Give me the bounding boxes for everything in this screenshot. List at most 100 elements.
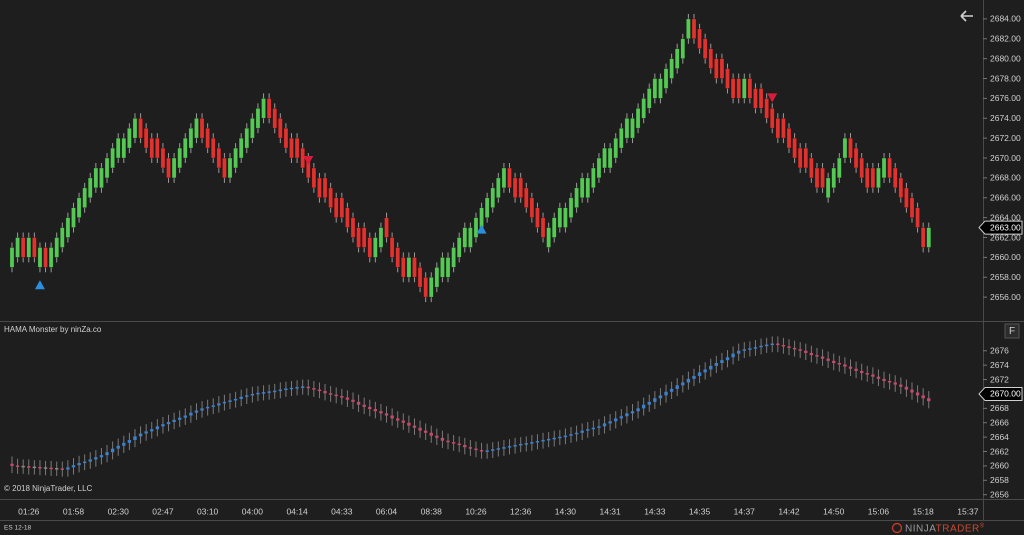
- candle-body: [132, 117, 138, 139]
- candle-body: [597, 426, 601, 428]
- y-tick-label: 2676: [990, 346, 1009, 356]
- candle-body: [76, 197, 82, 218]
- candle-body: [283, 127, 289, 149]
- candle-body: [361, 227, 367, 248]
- back-button[interactable]: [960, 10, 973, 22]
- candle-body: [736, 78, 742, 99]
- candle-body: [82, 461, 87, 464]
- last-price-label: 2670.00: [990, 389, 1021, 399]
- x-tick-label: 14:37: [734, 506, 756, 516]
- candle-body: [871, 374, 875, 377]
- candle-body: [753, 347, 758, 349]
- buy-signal: [34, 280, 45, 290]
- candle-body: [658, 78, 663, 99]
- candle-body: [178, 417, 182, 420]
- candle-body: [853, 147, 859, 169]
- candle-body: [569, 434, 573, 436]
- candle-body: [843, 364, 847, 367]
- candle-body: [792, 137, 797, 159]
- candle-body: [513, 445, 517, 447]
- brand: NINJATRADER®: [905, 522, 985, 534]
- candle-body: [614, 418, 618, 422]
- candle-body: [127, 440, 132, 443]
- candle-body: [266, 98, 272, 119]
- candle-body: [848, 137, 853, 159]
- candle-body: [138, 433, 143, 437]
- candle-body: [26, 237, 32, 258]
- candle-body: [188, 127, 194, 149]
- candle-body: [54, 237, 60, 258]
- candle-body: [300, 147, 306, 169]
- candle-body: [407, 422, 411, 426]
- candle-body: [368, 406, 372, 410]
- candle-body: [586, 429, 590, 431]
- x-tick-label: 06:04: [376, 506, 398, 516]
- candle-body: [741, 78, 747, 99]
- candle-body: [501, 167, 507, 189]
- candle-body: [831, 167, 837, 189]
- y-tick-label: 2666: [990, 417, 1009, 427]
- candle-body: [37, 247, 43, 268]
- x-tick-label: 12:36: [510, 506, 532, 516]
- candle-body: [495, 177, 501, 199]
- candle-body: [412, 425, 417, 428]
- candle-body: [189, 412, 193, 416]
- candle-body: [267, 391, 271, 393]
- candle-body: [334, 394, 338, 397]
- candle-body: [456, 237, 462, 258]
- candle-body: [21, 465, 25, 468]
- candle-body: [769, 108, 775, 129]
- candle-body: [177, 147, 183, 169]
- candle-body: [88, 459, 92, 462]
- candle-body: [250, 393, 255, 396]
- candle-body: [697, 28, 702, 49]
- candle-body: [915, 392, 920, 396]
- candle-body: [451, 247, 457, 268]
- candle-body: [238, 137, 244, 159]
- candle-body: [496, 448, 501, 450]
- candle-body: [742, 349, 746, 351]
- candle-body: [27, 466, 31, 468]
- candle-body: [395, 247, 401, 268]
- candle-body: [384, 217, 389, 238]
- y-tick-label: 2668: [990, 403, 1009, 413]
- candle-body: [289, 137, 294, 159]
- candle-body: [339, 197, 345, 218]
- candle-body: [787, 346, 791, 348]
- candle-body: [340, 396, 344, 398]
- candle-body: [194, 117, 199, 139]
- candle-body: [647, 401, 651, 405]
- candle-body: [87, 177, 93, 199]
- indicator-title: HAMA Monster by ninZa.co: [4, 325, 102, 334]
- candle-body: [10, 463, 14, 466]
- candle-body: [116, 445, 120, 449]
- candle-body: [183, 415, 187, 418]
- candle-body: [652, 78, 658, 99]
- candle-body: [546, 438, 551, 441]
- y-tick-label: 2670.00: [990, 153, 1021, 163]
- candle-body: [345, 397, 350, 400]
- panel-button-box[interactable]: [1004, 323, 1020, 339]
- candle-body: [239, 396, 243, 399]
- panel-button[interactable]: F: [1004, 323, 1020, 339]
- candle-body: [166, 157, 171, 179]
- candle-body: [20, 237, 26, 258]
- candle-body: [400, 257, 406, 278]
- candle-body: [927, 398, 931, 402]
- candle-body: [703, 369, 707, 373]
- copyright: © 2018 NinjaTrader, LLC: [4, 484, 93, 493]
- back-arrow[interactable]: [960, 10, 973, 22]
- candle-body: [350, 217, 356, 238]
- candle-body: [630, 411, 635, 414]
- candle-body: [406, 257, 412, 278]
- candle-body: [372, 237, 378, 258]
- candle-body: [580, 430, 584, 433]
- candle-body: [485, 450, 489, 452]
- candle-body: [228, 400, 232, 402]
- candle-body: [65, 217, 71, 238]
- candle-body: [479, 450, 484, 452]
- candle-body: [658, 395, 663, 399]
- candle-body: [396, 418, 400, 421]
- panel-button-label[interactable]: F: [1009, 326, 1015, 337]
- candle-body: [909, 197, 915, 218]
